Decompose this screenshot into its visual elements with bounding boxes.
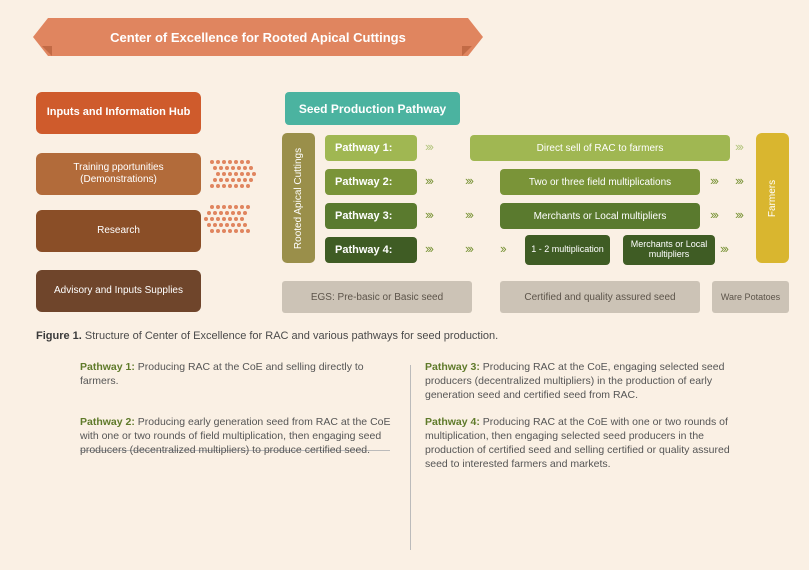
pathway-3-label: Pathway 3: xyxy=(325,203,417,229)
bottom-ware-box: Ware Potatoes xyxy=(712,281,789,313)
chevron-icon: ››› xyxy=(735,207,742,222)
figure-caption: Figure 1. Structure of Center of Excelle… xyxy=(36,330,498,342)
caption-text: Structure of Center of Excellence for RA… xyxy=(82,330,498,342)
chevron-icon: ››› xyxy=(735,139,742,154)
chevron-icon: ››› xyxy=(465,207,472,222)
chevron-icon: ›› xyxy=(500,241,505,256)
farmers-label: Farmers xyxy=(767,179,778,216)
hub-title-box: Inputs and Information Hub xyxy=(36,92,201,134)
seed-production-header: Seed Production Pathway xyxy=(285,92,460,125)
ribbon-tail-right xyxy=(462,46,472,56)
caption-bold: Figure 1. xyxy=(36,330,82,342)
connector-dots-upper xyxy=(210,160,262,188)
pathway-4-desc-1: 1 - 2 multiplication xyxy=(525,235,610,265)
chevron-icon: ››› xyxy=(710,207,717,222)
desc-p4-bold: Pathway 4: xyxy=(425,416,480,428)
farmers-vertical-box: Farmers xyxy=(756,133,789,263)
pathway-1-label: Pathway 1: xyxy=(325,135,417,161)
hub-advisory-box: Advisory and Inputs Supplies xyxy=(36,270,201,312)
chevron-icon: ››› xyxy=(425,173,432,188)
pathway-descriptions-grid: Pathway 1: Producing RAC at the CoE and … xyxy=(80,360,740,471)
pathway-4-desc-2: Merchants or Local multipliers xyxy=(623,235,715,265)
chevron-icon: ››› xyxy=(710,173,717,188)
rac-vertical-box: Rooted Apical Cuttings xyxy=(282,133,315,263)
connector-dots-lower xyxy=(210,205,262,233)
pathway-1-desc: Direct sell of RAC to farmers xyxy=(470,135,730,161)
chevron-icon: ››› xyxy=(425,139,432,154)
desc-pathway-2: Pathway 2: Producing early generation se… xyxy=(80,415,395,472)
pathway-4-label: Pathway 4: xyxy=(325,237,417,263)
chevron-icon: ››› xyxy=(735,173,742,188)
chevron-icon: ››› xyxy=(465,173,472,188)
title-ribbon: Center of Excellence for Rooted Apical C… xyxy=(48,18,468,56)
pathway-2-label: Pathway 2: xyxy=(325,169,417,195)
desc-p1-bold: Pathway 1: xyxy=(80,361,135,373)
rac-label: Rooted Apical Cuttings xyxy=(293,147,304,248)
pathway-2-desc: Two or three field multiplications xyxy=(500,169,700,195)
chevron-icon: ››› xyxy=(425,241,432,256)
desc-pathway-4: Pathway 4: Producing RAC at the CoE with… xyxy=(425,415,740,472)
desc-pathway-3: Pathway 3: Producing RAC at the CoE, eng… xyxy=(425,360,740,403)
hub-training-box: Training pportunities (Demonstrations) xyxy=(36,153,201,195)
ribbon-tail-left xyxy=(42,46,52,56)
chevron-icon: ››› xyxy=(465,241,472,256)
desc-p2-bold: Pathway 2: xyxy=(80,416,135,428)
desc-pathway-1: Pathway 1: Producing RAC at the CoE and … xyxy=(80,360,395,403)
bottom-egs-box: EGS: Pre-basic or Basic seed xyxy=(282,281,472,313)
chevron-icon: ››› xyxy=(425,207,432,222)
desc-p3-bold: Pathway 3: xyxy=(425,361,480,373)
hub-research-box: Research xyxy=(36,210,201,252)
pathway-3-desc: Merchants or Local multipliers xyxy=(500,203,700,229)
chevron-icon: ››› xyxy=(720,241,727,256)
bottom-certified-box: Certified and quality assured seed xyxy=(500,281,700,313)
